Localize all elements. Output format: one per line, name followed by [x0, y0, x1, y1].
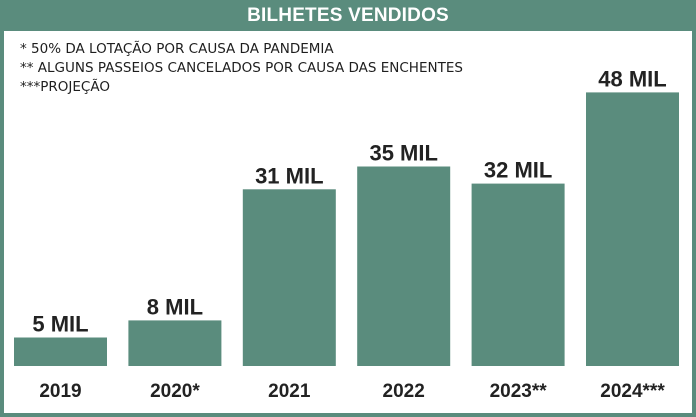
footnote-3: ***PROJEÇÃO — [20, 79, 110, 95]
category-label-2020*: 2020* — [150, 381, 200, 402]
bar-2020* — [128, 320, 222, 366]
footnote-2: ** ALGUNS PASSEIOS CANCELADOS POR CAUSA … — [20, 60, 463, 76]
category-label-2019: 2019 — [39, 381, 81, 402]
data-label-2024***: 48 MIL — [598, 66, 666, 91]
footnote-1: * 50% DA LOTAÇÃO POR CAUSA DA PANDEMIA — [20, 41, 334, 57]
footnotes: * 50% DA LOTAÇÃO POR CAUSA DA PANDEMIA *… — [20, 40, 463, 97]
bar-2021 — [242, 189, 336, 366]
category-label-2024***: 2024*** — [600, 381, 665, 402]
data-label-2022: 35 MIL — [369, 141, 437, 166]
data-label-2019: 5 MIL — [32, 312, 88, 337]
data-label-2020*: 8 MIL — [147, 294, 203, 319]
category-label-2022: 2022 — [383, 381, 425, 402]
bar-2022 — [357, 166, 451, 366]
data-label-2023**: 32 MIL — [484, 158, 552, 183]
category-label-2021: 2021 — [268, 381, 311, 402]
bar-2024*** — [586, 92, 679, 367]
category-label-2023**: 2023** — [490, 381, 548, 402]
bar-2019 — [14, 337, 107, 366]
chart-title: BILHETES VENDIDOS — [0, 0, 696, 31]
data-label-2021: 31 MIL — [255, 163, 323, 188]
bar-2023** — [471, 183, 565, 366]
